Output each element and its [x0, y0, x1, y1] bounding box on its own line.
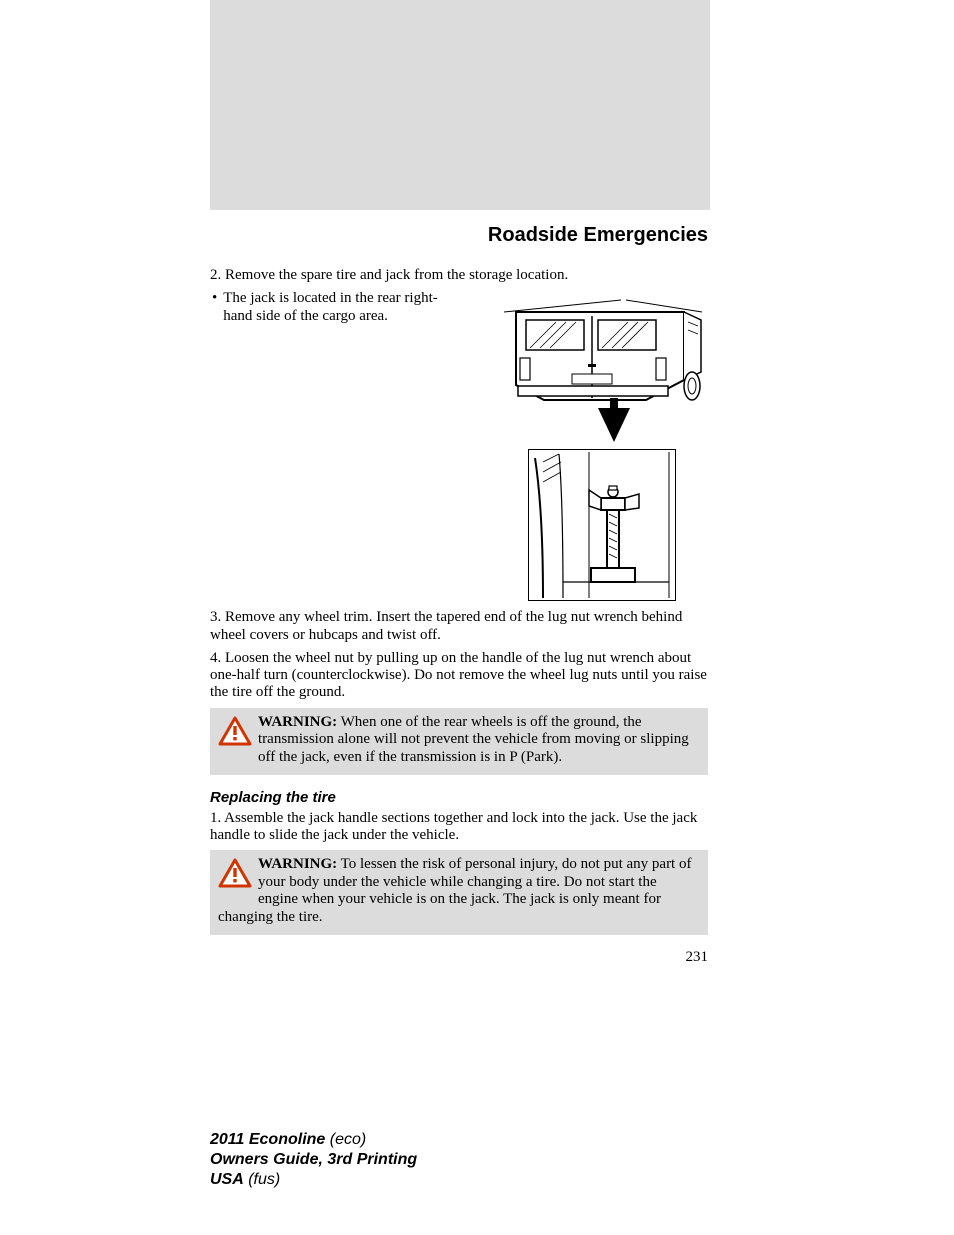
- warning-2-label: WARNING:: [258, 856, 337, 872]
- step-4: 4. Loosen the wheel nut by pulling up on…: [210, 650, 708, 702]
- footer-line-2: Owners Guide, 3rd Printing: [210, 1150, 417, 1170]
- warning-box-1: WARNING: When one of the rear wheels is …: [210, 708, 708, 775]
- replacing-tire-heading: Replacing the tire: [210, 789, 708, 806]
- jack-closeup-illustration: [528, 449, 676, 601]
- footer-model-code: (eco): [325, 1131, 366, 1148]
- replace-step-1: 1. Assemble the jack handle sections tog…: [210, 810, 708, 845]
- section-title: Roadside Emergencies: [210, 224, 708, 247]
- warning-icon: [218, 716, 252, 752]
- bullet-dot: •: [212, 290, 217, 307]
- footer-line-3: USA (fus): [210, 1170, 417, 1190]
- footer: 2011 Econoline (eco) Owners Guide, 3rd P…: [210, 1130, 417, 1190]
- warning-icon: [218, 858, 252, 894]
- van-rear-illustration: [496, 290, 708, 447]
- page-content: Roadside Emergencies 2. Remove the spare…: [210, 224, 708, 966]
- footer-region-code: (fus): [244, 1171, 280, 1188]
- step-3: 3. Remove any wheel trim. Insert the tap…: [210, 609, 708, 644]
- jack-location-row: • The jack is located in the rear right-…: [210, 290, 708, 601]
- page-number: 231: [210, 949, 708, 966]
- bullet-jack-text: The jack is located in the rear right-ha…: [223, 290, 465, 325]
- header-gray-band: [210, 0, 710, 210]
- step-2: 2. Remove the spare tire and jack from t…: [210, 267, 708, 284]
- warning-1-label: WARNING:: [258, 714, 337, 730]
- footer-guide: Owners Guide, 3rd Printing: [210, 1151, 417, 1168]
- illustrations: [496, 290, 708, 601]
- jack-bullet: • The jack is located in the rear right-…: [210, 290, 465, 325]
- footer-line-1: 2011 Econoline (eco): [210, 1130, 417, 1150]
- footer-region: USA: [210, 1171, 244, 1188]
- footer-model: 2011 Econoline: [210, 1131, 325, 1148]
- warning-box-2: WARNING: To lessen the risk of personal …: [210, 850, 708, 935]
